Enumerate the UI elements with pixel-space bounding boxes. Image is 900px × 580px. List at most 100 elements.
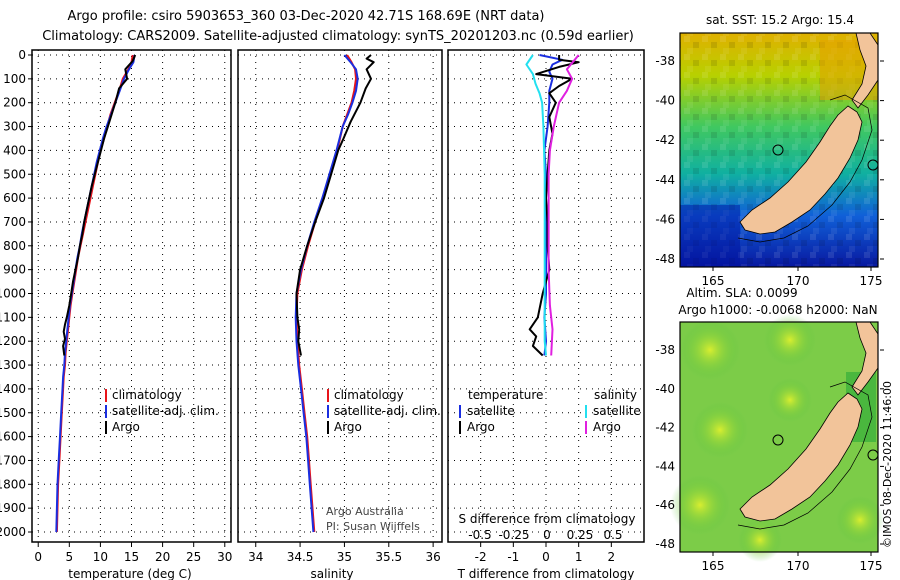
legend-t-argo-label: Argo <box>467 420 495 434</box>
lon-tick-label: 170 <box>787 559 810 573</box>
depth-tick-label: 1700 <box>0 453 26 467</box>
new-zealand-south-island-land <box>739 392 863 522</box>
salinity-plot-frame <box>237 49 443 543</box>
depth-tick-label: 1800 <box>0 477 26 491</box>
legend-climatology-label: climatology <box>334 388 404 402</box>
sla-map: Altim. SLA: 0.0099 Argo h1000: -0.0068 h… <box>655 286 884 573</box>
difference-panel: -2 -1 0 1 2 S difference from climatology -0… <box>447 49 645 580</box>
lat-tick-label: -48 <box>655 537 675 551</box>
sla-blob <box>680 320 740 380</box>
depth-tick-label: 1100 <box>0 310 26 324</box>
imos-credit: ©IMOS 08-Dec-2020 11:46:00 <box>881 381 894 548</box>
s-tick-neg-0-5: -0.5 <box>468 528 491 542</box>
lat-tick-label: -46 <box>655 498 675 512</box>
lat-tick-label: -48 <box>655 252 675 266</box>
legend-t-satellite-label: satellite <box>467 404 515 418</box>
sla-blob <box>670 475 730 535</box>
sla-argo-position-marker <box>772 434 784 446</box>
new-zealand-north-island-land <box>851 321 879 396</box>
sla-blob <box>692 402 748 458</box>
s-tick-neg-0-25: -0.25 <box>498 528 529 542</box>
temperature-legend: climatology satellite-adj. clim. Argo <box>105 388 219 434</box>
credit-argo-australia: Argo Australia <box>326 505 404 518</box>
x-tick-label: 34 <box>248 550 263 564</box>
lat-tick-label: -38 <box>655 343 675 357</box>
legend-s-satellite-label: satellite <box>593 404 641 418</box>
sla-map-frame <box>679 321 879 553</box>
sst-map-title: sat. SST: 15.2 Argo: 15.4 <box>706 13 854 27</box>
s-tick-0-25: 0.25 <box>567 528 594 542</box>
lat-tick-label: -44 <box>655 173 675 187</box>
depth-tick-label: 100 <box>3 72 26 86</box>
lon-tick-label: 175 <box>860 559 883 573</box>
t-difference-axis-label: T difference from climatology <box>457 567 635 580</box>
sla-map-title-line-1: Altim. SLA: 0.0099 <box>686 286 797 300</box>
sla-blob <box>764 314 816 366</box>
lat-tick-label: -44 <box>655 459 675 473</box>
salinity-panel: 34 34.5 35 35.5 36 salinity climatology sate… <box>237 49 443 580</box>
sst-cold-patch <box>680 205 740 267</box>
new-zealand-south-island-land <box>739 105 863 235</box>
new-zealand-north-island-land <box>851 32 879 109</box>
x-tick-label: 25 <box>186 550 201 564</box>
legend-salinity-title: salinity <box>594 388 637 402</box>
series-line-argo <box>295 54 375 356</box>
depth-tick-label: 1500 <box>0 406 26 420</box>
depth-tick-label: 700 <box>3 215 26 229</box>
lat-tick-label: -38 <box>655 54 675 68</box>
lat-tick-label: -46 <box>655 212 675 226</box>
x-tick-label: 20 <box>155 550 170 564</box>
depth-tick-label: 600 <box>3 191 26 205</box>
depth-tick-label: 800 <box>3 239 26 253</box>
temperature-axis-label: temperature (deg C) <box>68 567 191 580</box>
sst-bathymetry-contour <box>737 94 873 243</box>
x-tick-label: 15 <box>124 550 139 564</box>
depth-tick-label: 500 <box>3 167 26 181</box>
x-tick-label: 0 <box>542 550 550 564</box>
depth-tick-label: 300 <box>3 120 26 134</box>
lon-tick-label: 165 <box>702 559 725 573</box>
x-tick-label: -1 <box>507 550 519 564</box>
legend-s-argo-label: Argo <box>593 420 621 434</box>
depth-tick-label: 1200 <box>0 334 26 348</box>
s-tick-0-5: 0.5 <box>603 528 622 542</box>
depth-tick-label: 1400 <box>0 382 26 396</box>
s-tick-0: 0 <box>543 528 551 542</box>
salinity-axis-label: salinity <box>310 567 353 580</box>
series-line-argo <box>62 54 137 356</box>
series-line-s-argo <box>547 54 580 356</box>
lon-tick-label: 175 <box>860 274 883 288</box>
depth-tick-label: 1000 <box>0 287 26 301</box>
series-line-s-satellite <box>525 54 547 356</box>
x-tick-label: 36 <box>425 550 440 564</box>
temperature-panel: 0100200300400500600700800900100011001200… <box>0 48 232 580</box>
legend-satellite-adj-label: satellite-adj. clim. <box>112 404 219 418</box>
sst-argo-position-marker <box>772 144 784 156</box>
depth-tick-label: 0 <box>18 48 26 62</box>
legend-temperature-title: temperature <box>468 388 543 402</box>
credit-pi-name: PI: Susan Wijffels <box>326 520 420 533</box>
legend-argo-label: Argo <box>334 420 362 434</box>
x-tick-label: 1 <box>575 550 583 564</box>
x-tick-label: 35.5 <box>375 550 402 564</box>
x-tick-label: 0 <box>34 550 42 564</box>
legend-climatology-label: climatology <box>112 388 182 402</box>
lat-tick-label: -40 <box>655 94 675 108</box>
legend-argo-label: Argo <box>112 420 140 434</box>
sla-blob <box>836 496 884 544</box>
sla-blob <box>738 518 782 562</box>
difference-legend: temperature salinity satellite Argo sate… <box>459 388 641 434</box>
lat-tick-label: -42 <box>655 133 675 147</box>
x-tick-label: 34.5 <box>287 550 314 564</box>
x-tick-label: 5 <box>65 550 73 564</box>
salinity-legend: climatology satellite-adj. clim. Argo <box>327 388 441 434</box>
sla-map-title-line-2: Argo h1000: -0.0068 h2000: NaN <box>678 303 877 317</box>
depth-tick-label: 400 <box>3 143 26 157</box>
x-tick-label: 10 <box>93 550 108 564</box>
lon-tick-label: 170 <box>787 274 810 288</box>
sla-blob <box>768 378 812 422</box>
lat-tick-label: -40 <box>655 382 675 396</box>
x-tick-label: 30 <box>217 550 232 564</box>
lat-tick-label: -42 <box>655 421 675 435</box>
